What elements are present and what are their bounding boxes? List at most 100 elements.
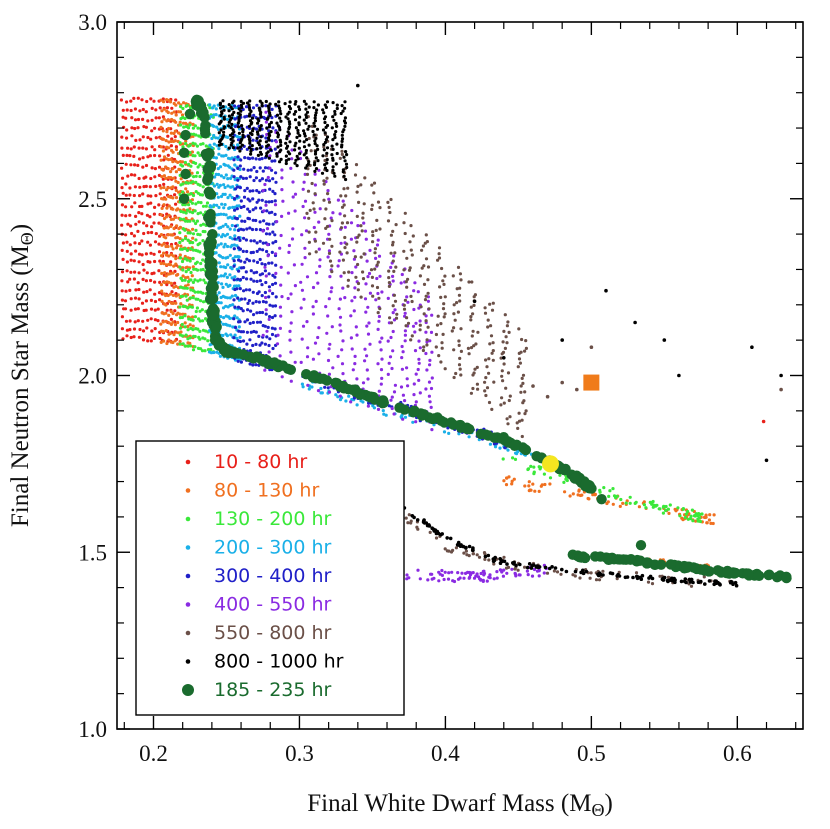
series-5 xyxy=(261,110,548,584)
data-point xyxy=(330,264,334,268)
data-point xyxy=(313,142,317,146)
data-point xyxy=(223,203,227,207)
data-point xyxy=(141,319,145,323)
data-point xyxy=(442,315,446,319)
data-point xyxy=(346,278,350,282)
data-point xyxy=(342,174,346,178)
data-point xyxy=(201,258,205,262)
data-point xyxy=(389,398,393,402)
data-point xyxy=(221,256,225,260)
data-point xyxy=(195,260,199,264)
data-point xyxy=(148,215,152,219)
data-point xyxy=(440,341,444,345)
data-point xyxy=(363,347,367,351)
data-point xyxy=(500,396,504,400)
data-point xyxy=(330,126,334,130)
data-point xyxy=(191,211,195,215)
data-point xyxy=(293,192,298,196)
data-point xyxy=(355,240,359,244)
data-point xyxy=(236,185,240,189)
data-point xyxy=(191,348,196,352)
data-point xyxy=(314,150,318,154)
data-point xyxy=(223,185,227,190)
data-point xyxy=(166,186,170,190)
data-point xyxy=(196,290,200,294)
data-point xyxy=(326,386,330,390)
data-point xyxy=(194,228,198,232)
data-point xyxy=(154,232,158,236)
data-point xyxy=(140,98,144,102)
data-point xyxy=(389,335,393,340)
data-point xyxy=(137,260,141,264)
data-point xyxy=(589,571,593,575)
data-point xyxy=(437,252,441,256)
data-point xyxy=(406,277,410,281)
data-point xyxy=(296,131,300,135)
data-point xyxy=(469,305,473,309)
data-point xyxy=(273,203,278,207)
data-point xyxy=(527,562,532,566)
data-point-large xyxy=(178,147,190,158)
data-point-large xyxy=(596,494,607,505)
data-point xyxy=(257,198,261,202)
data-point xyxy=(169,157,173,161)
data-point xyxy=(506,320,510,324)
data-point xyxy=(140,301,145,305)
data-point xyxy=(159,186,163,190)
data-point xyxy=(267,222,271,226)
data-point xyxy=(231,139,235,143)
data-point xyxy=(217,131,221,135)
data-point xyxy=(191,265,195,269)
data-point xyxy=(457,343,461,347)
data-point xyxy=(322,111,326,115)
data-point xyxy=(222,108,226,112)
data-point xyxy=(212,124,216,128)
data-point xyxy=(138,157,142,161)
data-point xyxy=(248,321,252,325)
data-point xyxy=(266,143,270,147)
data-point xyxy=(198,337,202,341)
data-point xyxy=(245,227,249,231)
data-point xyxy=(469,346,474,350)
data-point xyxy=(162,185,166,190)
data-point xyxy=(228,316,232,320)
data-point xyxy=(171,217,175,221)
data-point xyxy=(187,267,191,272)
data-point xyxy=(355,377,359,381)
data-point xyxy=(333,133,337,137)
data-point xyxy=(257,190,261,194)
data-point xyxy=(264,312,268,316)
data-point xyxy=(323,166,328,170)
data-point xyxy=(171,301,175,305)
data-point xyxy=(174,103,178,107)
data-point xyxy=(390,406,394,411)
data-point xyxy=(176,320,180,325)
data-point xyxy=(369,268,374,272)
data-point xyxy=(269,130,273,134)
data-point xyxy=(338,394,342,398)
data-point xyxy=(169,260,173,264)
data-point xyxy=(318,258,322,262)
data-point xyxy=(196,212,200,216)
data-point xyxy=(243,320,247,324)
data-point xyxy=(271,222,275,226)
data-point xyxy=(174,284,178,288)
data-point xyxy=(129,173,134,177)
data-point xyxy=(237,107,241,111)
data-point xyxy=(198,250,202,254)
data-point xyxy=(425,338,429,342)
data-point xyxy=(406,521,410,525)
data-point-large xyxy=(178,193,190,204)
data-point xyxy=(357,200,361,204)
data-point xyxy=(141,277,145,281)
data-point xyxy=(144,163,149,168)
data-point xyxy=(347,270,351,274)
x-tick-label: 0.2 xyxy=(139,741,168,766)
data-point xyxy=(427,307,431,311)
data-point xyxy=(267,109,271,113)
data-point xyxy=(264,136,268,140)
data-point xyxy=(333,109,337,114)
legend-label: 10 - 80 hr xyxy=(214,451,307,473)
data-point xyxy=(188,336,192,340)
